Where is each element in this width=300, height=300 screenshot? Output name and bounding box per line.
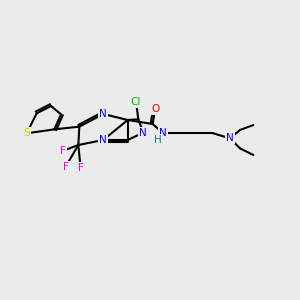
Text: N: N [140,128,147,138]
Text: N: N [160,128,167,138]
Text: O: O [151,104,159,114]
Text: N: N [100,109,107,119]
Text: S: S [23,128,30,138]
Text: N: N [226,133,234,143]
Text: F: F [78,163,84,173]
Text: F: F [63,162,69,172]
Text: N: N [100,135,107,145]
Text: H: H [154,135,162,145]
Text: F: F [60,146,66,156]
Text: Cl: Cl [131,97,141,107]
